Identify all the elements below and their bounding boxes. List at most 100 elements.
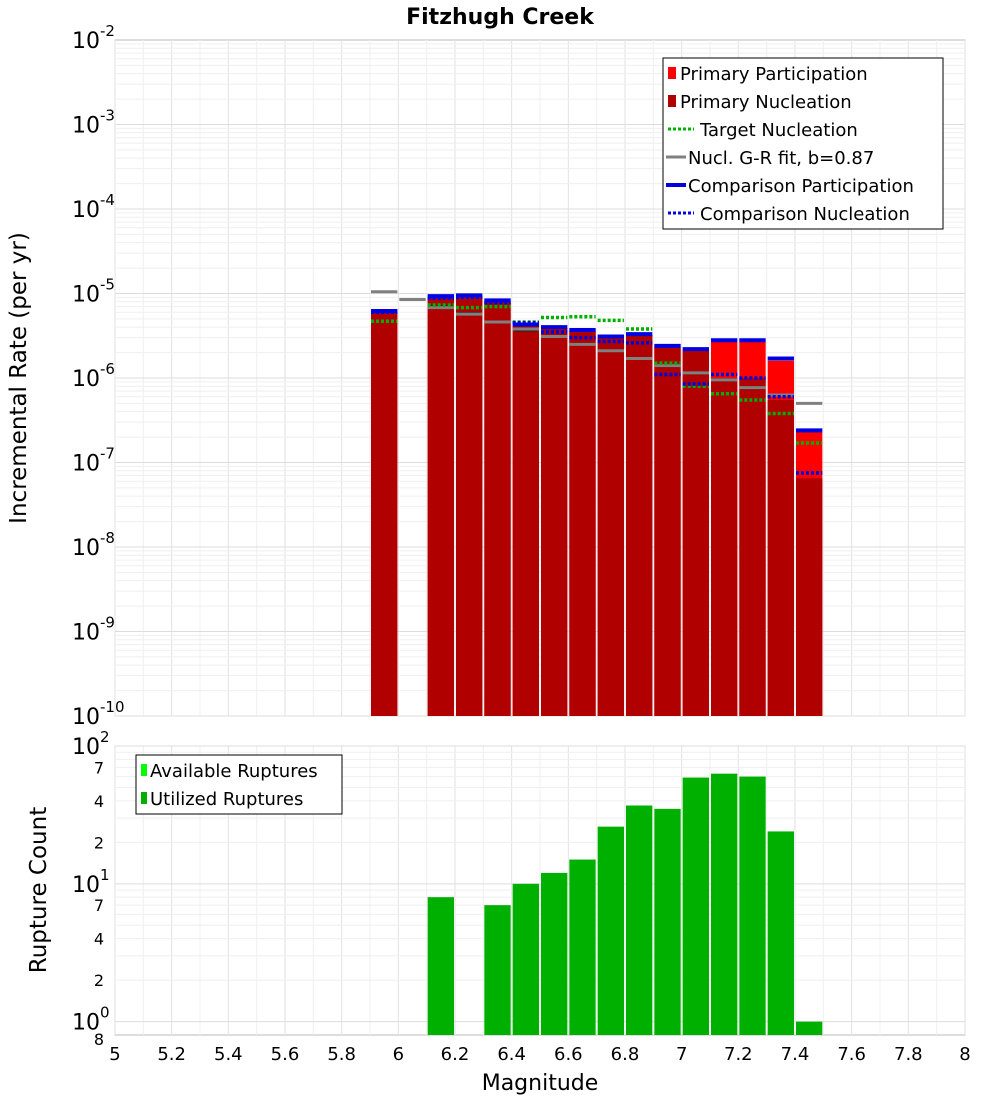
rate-y-tick-exponent: -9 (100, 614, 115, 632)
primary-nucleation-bar (371, 312, 398, 716)
primary-nucleation-bar (512, 325, 539, 716)
x-tick-label: 6 (393, 1044, 404, 1065)
count-y-minor-tick-label: 8 (94, 1030, 104, 1049)
rate-y-tick-exponent: -7 (100, 445, 115, 463)
primary-nucleation-bar (569, 330, 596, 716)
primary-nucleation-bar (597, 337, 624, 716)
rate-y-tick-label: 10-2 (72, 22, 115, 54)
count-legend-label: Utilized Ruptures (150, 789, 303, 810)
rate-legend-box (662, 57, 944, 230)
rate-y-tick-label: 10-9 (72, 614, 115, 646)
x-tick-labels: 5 5.2 5.4 5.6 5.8 6 6.2 6.4 6.6 6.8 7 7.2 7.4 7.6 7.8 8 (109, 1044, 970, 1065)
x-tick-label: 7.2 (724, 1044, 753, 1065)
utilized-ruptures-bar (569, 859, 596, 1035)
primary-nucleation-bar (739, 378, 766, 716)
rate-legend-swatch (668, 95, 676, 107)
x-tick-label: 5.8 (327, 1044, 356, 1065)
count-y-tick-label: 102 (72, 728, 110, 760)
x-tick-label: 7 (676, 1044, 687, 1065)
primary-nucleation-bar (484, 301, 511, 716)
rate-legend: Primary Participation Primary Nucleation T… (662, 57, 944, 230)
rate-y-tick-exponent: -10 (100, 698, 125, 716)
x-tick-label: 8 (959, 1044, 970, 1065)
x-tick-label: 5 (109, 1044, 120, 1065)
x-tick-label: 6.8 (611, 1044, 640, 1065)
primary-nucleation-bar (456, 296, 483, 716)
rate-legend-label: Comparison Participation (688, 176, 914, 197)
primary-nucleation-bar (767, 399, 794, 716)
utilized-ruptures-bar (597, 826, 624, 1035)
rate-y-tick-exponent: -6 (100, 360, 115, 378)
primary-nucleation-bar (541, 328, 568, 716)
count-y-tick-exponent: 0 (100, 1004, 110, 1022)
primary-nucleation-bar (711, 378, 738, 716)
count-y-axis-label: Rupture Count (26, 807, 52, 973)
utilized-ruptures-bar (484, 905, 511, 1035)
x-axis-label: Magnitude (482, 1071, 599, 1096)
count-y-minor-tick-label: 7 (94, 896, 104, 915)
count-legend-box (135, 754, 343, 815)
utilized-ruptures-bar (541, 872, 568, 1035)
x-tick-label: 6.2 (441, 1044, 470, 1065)
utilized-ruptures-bar (427, 897, 454, 1035)
utilized-ruptures-bar (654, 808, 681, 1035)
chart-title: Fitzhugh Creek (406, 5, 595, 30)
rate-y-tick-label: 10-6 (72, 360, 115, 392)
rate-y-tick-label: 10-3 (72, 107, 115, 139)
rate-y-tick-exponent: -8 (100, 529, 115, 547)
count-y-tick-label: 101 (72, 866, 110, 898)
utilized-ruptures-bar (796, 1021, 823, 1035)
count-legend-swatch (141, 792, 147, 804)
count-bars (427, 773, 823, 1035)
primary-nucleation-bar (796, 478, 823, 716)
rate-y-tick-exponent: -3 (100, 107, 115, 125)
primary-nucleation-bar (626, 335, 653, 716)
rate-y-axis-label: Incremental Rate (per yr) (6, 232, 32, 524)
count-y-minor-tick-label: 2 (94, 971, 104, 990)
x-tick-label: 5.6 (271, 1044, 300, 1065)
primary-nucleation-bar (427, 297, 454, 716)
x-tick-label: 7.4 (781, 1044, 810, 1065)
rate-y-tick-exponent: -5 (100, 276, 115, 294)
rate-legend-label: Primary Participation (680, 64, 868, 85)
rate-y-tick-label: 10-10 (72, 698, 125, 730)
rate-legend-label: Comparison Nucleation (700, 204, 910, 225)
primary-nucleation-bar (682, 350, 709, 716)
x-tick-label: 6.6 (554, 1044, 583, 1065)
utilized-ruptures-bar (682, 777, 709, 1035)
x-tick-label: 7.6 (837, 1044, 866, 1065)
utilized-ruptures-bar (512, 883, 539, 1035)
rate-legend-swatch (668, 67, 676, 79)
count-y-minor-tick-label: 4 (94, 792, 104, 811)
utilized-ruptures-bar (711, 773, 738, 1035)
count-legend-label: Available Ruptures (150, 761, 318, 782)
rate-legend-label: Primary Nucleation (680, 92, 852, 113)
x-tick-label: 7.8 (894, 1044, 923, 1065)
primary-nucleation-bar (654, 347, 681, 716)
x-tick-label: 6.4 (497, 1044, 526, 1065)
rate-legend-label: Nucl. G-R fit, b=0.87 (688, 148, 874, 169)
count-y-tick-exponent: 1 (100, 866, 110, 884)
rate-y-tick-label: 10-7 (72, 445, 115, 477)
utilized-ruptures-bar (739, 776, 766, 1035)
rate-y-tick-exponent: -4 (100, 191, 115, 209)
rate-series-markers (371, 290, 823, 475)
count-y-minor-tick-label: 2 (94, 833, 104, 852)
utilized-ruptures-bar (767, 831, 794, 1035)
x-tick-label: 5.2 (157, 1044, 186, 1065)
count-y-minor-tick-label: 4 (94, 930, 104, 949)
rate-y-tick-exponent: -2 (100, 22, 115, 40)
utilized-ruptures-bar (626, 805, 653, 1035)
count-y-tick-exponent: 2 (100, 728, 110, 746)
rate-bars (371, 296, 823, 716)
rate-y-tick-label: 10-4 (72, 191, 115, 223)
count-legend-swatch (141, 764, 147, 776)
rate-y-tick-label: 10-5 (72, 276, 115, 308)
count-y-minor-tick-label: 7 (94, 758, 104, 777)
rate-legend-label: Target Nucleation (699, 120, 858, 141)
x-tick-label: 5.4 (214, 1044, 243, 1065)
count-legend: Available Ruptures Utilized Ruptures (135, 754, 343, 815)
rate-y-tick-label: 10-8 (72, 529, 115, 561)
